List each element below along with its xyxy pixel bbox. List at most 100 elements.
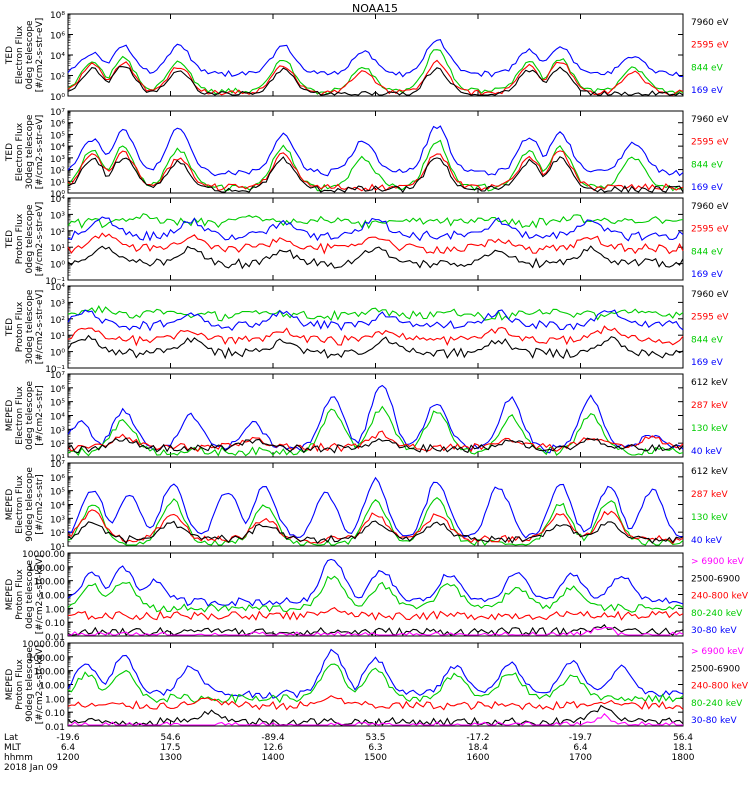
y-tick-label: 10⁻¹: [45, 365, 65, 375]
legend-entry: 844 eV: [691, 160, 724, 170]
x-tick-lat: -89.4: [261, 733, 285, 743]
y-axis-label-line: TED: [5, 143, 15, 162]
series-line: [67, 49, 684, 95]
y-tick-label: 0.10: [45, 709, 65, 719]
y-tick-label: 10³: [50, 426, 65, 436]
series-line: [67, 704, 684, 727]
x-row-label: Lat: [4, 733, 19, 743]
x-row-label: hhmm: [4, 753, 33, 763]
x-tick-mlt: 6.3: [368, 743, 382, 753]
series-line: [67, 309, 684, 332]
y-axis-label-line: Electron Flux: [15, 475, 25, 534]
y-tick-label: 0.10: [45, 619, 65, 629]
y-tick-label: 10¹: [50, 454, 65, 464]
y-axis-label-line: TED: [5, 46, 15, 65]
series-line: [67, 66, 684, 96]
legend-entry: 844 eV: [691, 63, 724, 73]
y-axis-label-line: [#/cm2-s-str-eV]: [35, 115, 45, 190]
legend-entry: > 6900 keV: [691, 557, 745, 567]
series-line: [67, 663, 684, 704]
panel-frame: [67, 13, 684, 97]
y-tick-label: 10⁴: [50, 195, 65, 205]
y-tick-label: 1.00: [45, 695, 65, 705]
x-tick-mlt: 6.4: [61, 743, 76, 753]
y-tick-label: 10⁶: [50, 385, 65, 395]
y-tick-label: 10³: [50, 211, 65, 221]
x-tick-lat: 54.6: [160, 733, 180, 743]
y-axis-label-line: [#/cm2-s-str-eV]: [35, 202, 45, 277]
y-tick-label: 10¹: [50, 178, 65, 188]
y-axis-label-line: TED: [5, 230, 15, 249]
x-tick-mlt: 17.5: [160, 743, 180, 753]
y-axis-label-line: MEPED: [5, 400, 15, 432]
legend-entry: 130 keV: [691, 424, 728, 434]
legend-entry: 80-240 keV: [691, 609, 743, 619]
y-tick-label: 10000.00: [22, 550, 65, 560]
x-tick-hhmm: 1400: [262, 753, 285, 763]
y-axis-label-line: Proton Flux: [15, 213, 25, 264]
legend-entry: 844 eV: [691, 247, 724, 257]
y-tick-label: 10²: [50, 529, 65, 539]
y-tick-label: 100.00: [34, 578, 66, 588]
y-axis-label-line: 30deg telescope: [25, 289, 35, 364]
y-tick-label: 10⁷: [50, 371, 65, 381]
y-tick-label: 10³: [50, 299, 65, 309]
series-line: [67, 558, 684, 607]
y-axis-label-line: Proton Flux: [15, 301, 25, 352]
legend-entry: 287 keV: [691, 401, 728, 411]
y-tick-label: 10¹: [50, 244, 65, 254]
y-axis-label-line: MEPED: [5, 669, 15, 701]
series-line: [67, 430, 684, 453]
y-tick-label: 10²: [50, 228, 65, 238]
y-tick-label: 10⁴: [50, 413, 65, 423]
series-line: [67, 648, 684, 699]
y-tick-label: 0.01: [45, 633, 65, 643]
y-axis-label-line: [#/cm2-s-str-eV]: [35, 290, 45, 365]
legend-entry: 2500-6900: [691, 664, 740, 674]
series-line: [67, 125, 684, 177]
y-tick-label: 10³: [50, 155, 65, 165]
y-axis-label-line: Electron Flux: [15, 386, 25, 445]
series-line: [67, 59, 684, 96]
y-tick-label: 10⁴: [50, 143, 65, 153]
y-tick-label: 10³: [50, 515, 65, 525]
x-tick-lat: 56.4: [673, 733, 693, 743]
y-tick-label: 10⁰: [50, 261, 65, 271]
legend-entry: 40 keV: [691, 447, 723, 457]
y-tick-label: 10⁸: [50, 11, 65, 21]
series-line: [68, 626, 684, 636]
series-line: [67, 575, 684, 613]
legend-entry: 169 eV: [691, 86, 724, 96]
series-line: [67, 623, 684, 637]
y-tick-label: 0.01: [45, 723, 65, 733]
series-line: [67, 305, 684, 322]
series-line: [67, 384, 684, 454]
y-tick-label: 10⁴: [50, 283, 65, 293]
legend-entry: 169 eV: [691, 183, 724, 193]
series-line: [67, 520, 684, 545]
y-tick-label: 100.00: [34, 668, 66, 678]
legend-entry: 2595 eV: [691, 138, 729, 148]
y-tick-label: 10.00: [39, 592, 65, 602]
y-tick-label: 10⁷: [50, 460, 65, 470]
y-tick-label: 10⁰: [50, 190, 65, 200]
x-tick-hhmm: 1300: [159, 753, 182, 763]
x-tick-lat: -19.6: [56, 733, 80, 743]
y-axis-label-line: MEPED: [5, 489, 15, 521]
legend-entry: 169 eV: [691, 270, 724, 280]
y-axis-label-line: Proton Flux: [15, 659, 25, 710]
y-tick-label: 10⁶: [50, 32, 65, 42]
y-tick-label: 10⁵: [50, 488, 65, 498]
y-axis-label-line: [#/cm2-s-str-keV]: [35, 645, 45, 724]
series-line: [67, 216, 684, 242]
legend-entry: 80-240 keV: [691, 699, 743, 709]
series-line: [67, 325, 684, 347]
y-tick-label: 10⁷: [50, 108, 65, 118]
x-tick-mlt: 18.4: [468, 743, 488, 753]
legend-entry: 40 keV: [691, 536, 723, 546]
series-line: [67, 334, 684, 360]
x-tick-mlt: 12.6: [263, 743, 283, 753]
x-tick-hhmm: 1600: [467, 753, 490, 763]
